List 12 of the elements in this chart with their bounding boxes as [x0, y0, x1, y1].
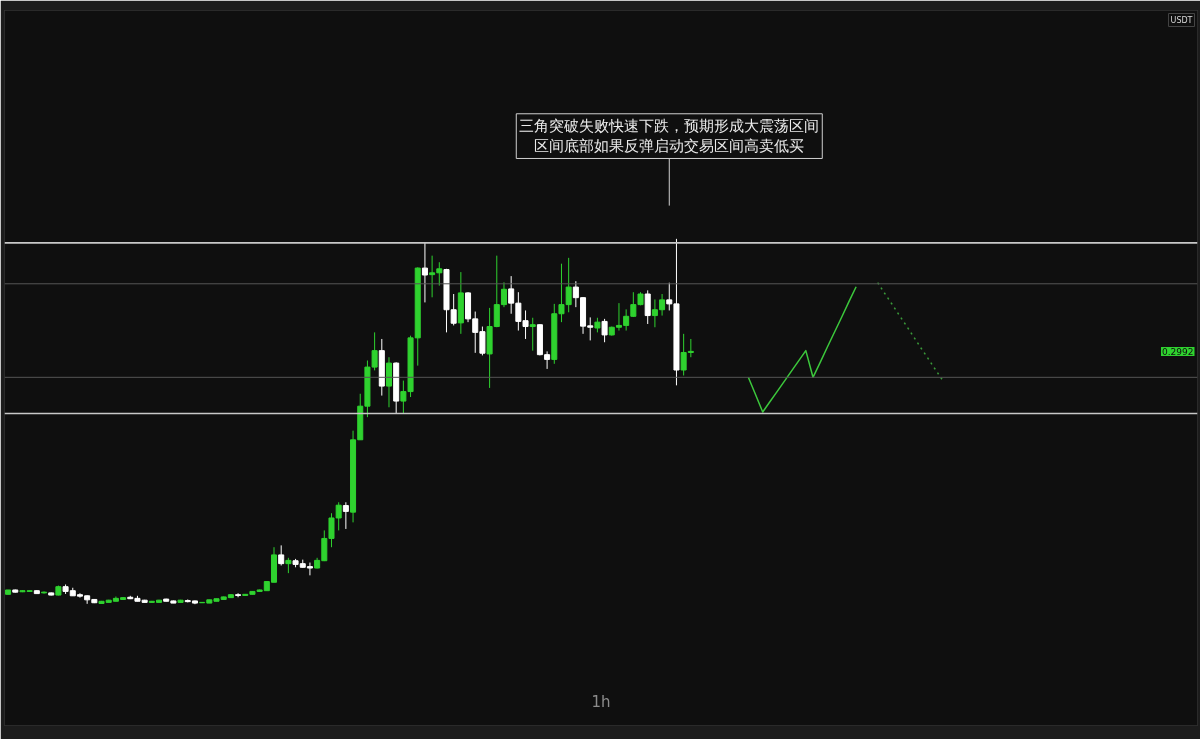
- candlestick: [278, 544, 285, 566]
- candlestick: [235, 592, 242, 598]
- candlestick: [644, 289, 651, 325]
- candlestick: [385, 356, 393, 408]
- candlestick: [529, 317, 536, 352]
- text: 1h: [591, 692, 611, 711]
- candlestick: [421, 242, 428, 303]
- annotation: 0.2992: [1162, 346, 1194, 357]
- candlestick: [601, 318, 608, 343]
- text: USDT: [1170, 15, 1193, 25]
- candlestick: [342, 501, 349, 530]
- text: 三角突破失败快速下跌，预期形成大震荡区间区间底部如果反弹启动交易区间高卖低买: [519, 116, 820, 156]
